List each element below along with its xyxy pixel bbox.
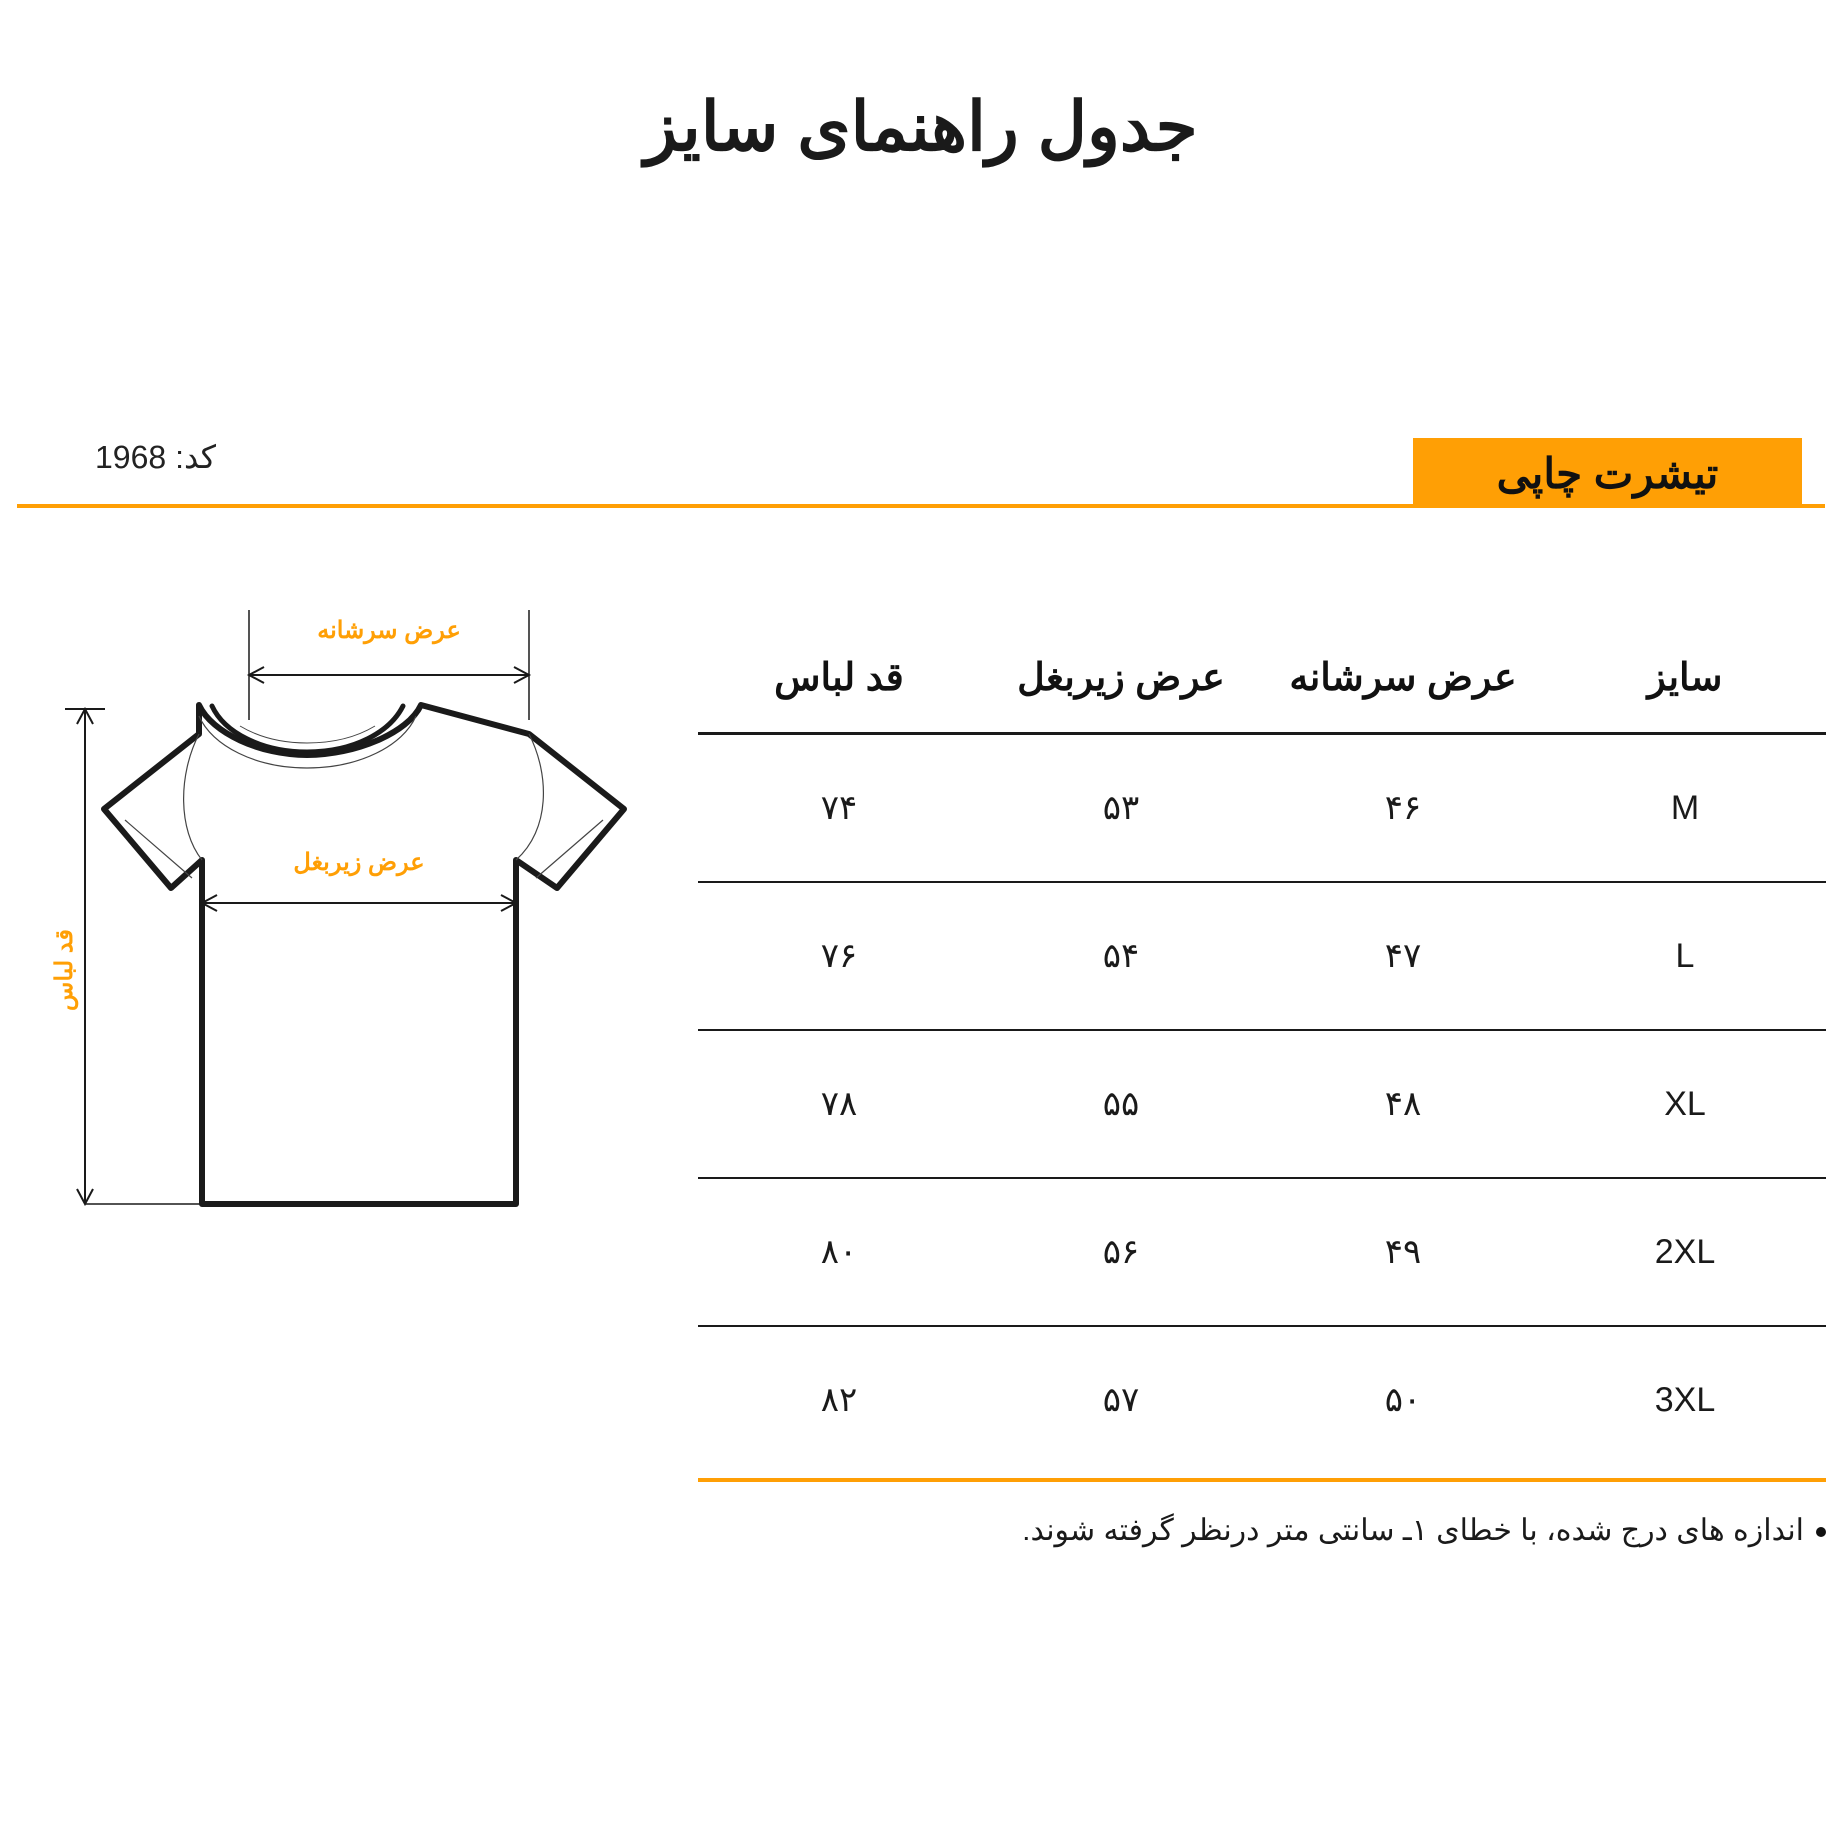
svg-text:عرض سرشانه: عرض سرشانه <box>317 617 461 645</box>
svg-text:قد لباس: قد لباس <box>51 929 79 1011</box>
svg-text:عرض زیربغل: عرض زیربغل <box>293 849 424 877</box>
